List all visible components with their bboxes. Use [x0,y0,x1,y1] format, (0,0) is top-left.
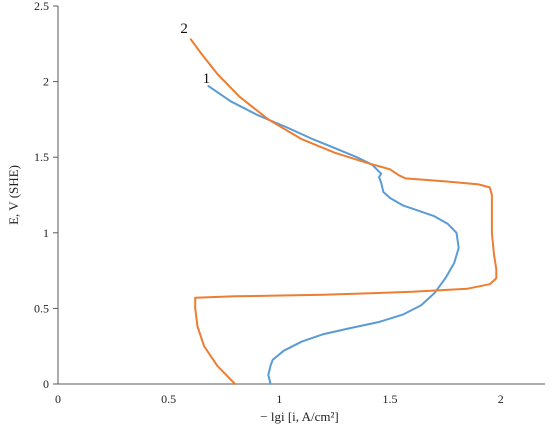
x-axis-title: − lgi [i, A/cm²] [260,409,338,424]
series-layer [189,38,498,385]
x-tick-label: 2 [498,392,504,406]
labels-layer: 12 [180,21,210,87]
x-tick-label: 0.5 [161,392,176,406]
y-tick-label: 0 [43,377,49,391]
y-tick-label: 1 [43,226,49,240]
y-tick-label: 0.5 [34,301,49,315]
y-axis-title: E, V (SHE) [6,165,21,225]
y-tick-label: 1.5 [34,150,49,164]
y-tick-label: 2 [43,75,49,89]
series-line-2 [189,38,498,385]
curve-label-2: 2 [180,21,188,37]
y-tick-label: 2.5 [34,0,49,13]
curve-label-1: 1 [203,71,211,87]
x-tick-label: 1.5 [383,392,398,406]
x-tick-label: 0 [55,392,61,406]
axes: 0 0.5 1 1.5 2 0 0.5 1 1.5 2 2.5 − lgi [i, A/cm²] E, … [6,0,545,424]
series-line-1 [207,85,460,385]
x-tick-label: 1 [276,392,282,406]
